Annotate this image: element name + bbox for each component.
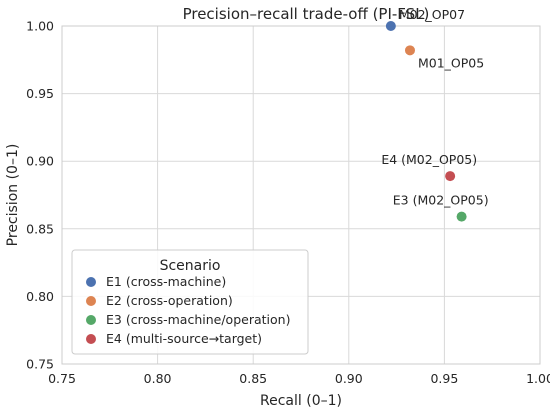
point-label: E3 (M02_OP05) [393,193,489,208]
y-axis-title: Precision (0–1) [5,144,21,247]
legend: Scenario E1 (cross-machine) E2 (cross-ope… [71,249,309,355]
x-tick-label: 0.85 [239,371,267,386]
x-tick-label: 1.00 [526,371,550,386]
data-point [456,211,467,222]
legend-marker [86,315,96,325]
x-tick-label: 0.90 [335,371,363,386]
y-tick-label: 0.80 [26,289,54,304]
legend-entry-label: E2 (cross-operation) [106,293,233,308]
y-tick-label: 0.75 [26,357,54,372]
data-point [385,21,396,31]
y-tick-label: 0.90 [26,154,54,169]
x-tick-label: 0.95 [430,371,458,386]
chart-title: Precision–recall trade-off (PI-FSL) [183,5,430,23]
legend-entry-label: E3 (cross-machine/operation) [106,312,290,327]
data-point [445,171,456,182]
y-tick-label: 0.95 [26,86,54,101]
legend-box [71,249,309,355]
x-axis-title: Recall (0–1) [260,393,342,409]
x-tick-label: 0.80 [144,371,172,386]
y-tick-label: 0.85 [26,221,54,236]
legend-marker [86,296,96,306]
legend-title: Scenario [160,258,221,274]
y-tick-label: 1.00 [26,19,54,34]
x-tick-label: 0.75 [48,371,76,386]
legend-marker [86,334,96,344]
point-label: M02_OP07 [399,7,465,22]
legend-marker [86,277,96,287]
plot-area [61,25,541,365]
legend-entry-label: E1 (cross-machine) [106,274,226,289]
point-label: M01_OP05 [418,55,484,70]
legend-entry-label: E4 (multi-source→target) [106,331,262,346]
point-label: E4 (M02_OP05) [381,152,477,167]
data-point [404,45,415,56]
